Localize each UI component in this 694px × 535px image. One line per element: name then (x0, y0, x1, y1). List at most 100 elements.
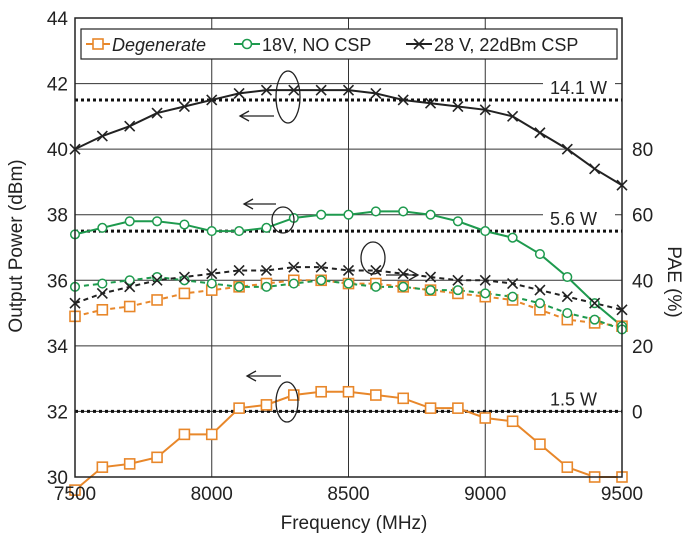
data-point-power (315, 84, 327, 96)
data-point-power (479, 104, 491, 116)
series-pae-line (74, 279, 623, 328)
data-point-power (206, 94, 218, 106)
y-tick-label: 30 (47, 468, 68, 489)
reference-lines: 14.1 W 5.6 W 1.5 W (75, 78, 622, 413)
data-point-power (424, 97, 437, 109)
grid (74, 17, 623, 478)
data-point-power (233, 402, 245, 414)
data-point-power (343, 209, 354, 220)
data-point-power (452, 402, 464, 414)
data-point-power (398, 206, 409, 217)
series-pae-line (74, 266, 623, 311)
reference-line-label: 1.5 W (550, 389, 597, 409)
data-point-power (561, 143, 573, 155)
data-point-pae (425, 285, 436, 296)
y2-tick-label: 60 (632, 206, 653, 227)
data-point-pae (178, 271, 190, 283)
data-point-power (507, 110, 519, 122)
data-point-power (124, 216, 135, 227)
data-point-pae (342, 264, 355, 277)
annotation-arrowhead (238, 110, 250, 122)
data-point-pae (260, 264, 273, 277)
data-point-power (151, 107, 163, 119)
data-point-power (96, 130, 108, 142)
data-point-pae (178, 287, 191, 300)
y-tick-label: 38 (47, 206, 68, 227)
annotation-arrowhead (408, 269, 420, 281)
data-point-pae (424, 271, 437, 283)
reference-line-label: 5.6 W (550, 209, 597, 229)
data-point-power (425, 209, 436, 220)
data-point-power (123, 458, 136, 470)
legend-item-degenerate: Degenerate (86, 35, 206, 55)
plot-frame (74, 17, 623, 478)
y-tick-label: 32 (47, 402, 68, 423)
data-point-pae (452, 274, 464, 286)
data-point-pae (123, 300, 136, 313)
data-point-pae (479, 274, 491, 286)
reference-label-bg (543, 390, 615, 409)
data-point-power (424, 402, 437, 414)
data-point-power (205, 428, 218, 441)
reference-line-label: 14.1 W (550, 78, 607, 98)
data-point-power (370, 389, 382, 401)
data-point-pae (206, 278, 217, 289)
data-point-pae (97, 278, 108, 289)
data-point-power (178, 428, 191, 441)
x-tick-label: 9000 (464, 484, 506, 505)
data-point-pae (507, 277, 519, 290)
data-point-power (534, 127, 546, 139)
y-tick-label: 42 (47, 75, 68, 96)
legend-label: 28 V, 22dBm CSP (434, 35, 578, 55)
data-point-power (370, 87, 382, 99)
data-point-pae (534, 284, 546, 296)
annotation-ellipse (275, 381, 299, 423)
data-point-pae (124, 275, 135, 286)
y2-tick-label: 0 (632, 402, 643, 423)
data-point-pae (589, 314, 600, 325)
data-point-power (589, 163, 601, 175)
data-point-power (233, 87, 245, 99)
data-point-power (69, 484, 81, 496)
data-point-power (179, 219, 190, 230)
data-point-power (206, 226, 217, 237)
x-tick-label: 8500 (327, 484, 369, 505)
data-point-pae (480, 288, 491, 299)
legend-item-28v-22dbm-csp: 28 V, 22dBm CSP (406, 35, 578, 55)
y-tick-label: 36 (47, 271, 68, 292)
circle-marker-icon (241, 38, 253, 50)
data-point-power (288, 84, 300, 96)
annotation-arrowhead (245, 370, 257, 382)
data-point-pae (370, 281, 381, 292)
data-point-power (452, 216, 463, 227)
legend-label: 18V, NO CSP (262, 35, 371, 55)
data-point-power (534, 249, 546, 260)
data-point-power (479, 412, 492, 424)
y2-tick-label: 20 (632, 337, 653, 358)
annotation-ellipse (271, 206, 295, 234)
series-markers (69, 84, 628, 496)
data-point-pae (151, 274, 163, 286)
data-point-power (397, 392, 410, 405)
y-tick-label: 44 (47, 9, 69, 30)
data-point-power (234, 226, 245, 237)
data-point-pae (589, 297, 601, 309)
data-point-power (261, 222, 272, 233)
data-point-pae (124, 281, 136, 293)
data-point-power (342, 385, 355, 398)
annotation-ellipse (275, 70, 301, 124)
data-point-pae (397, 268, 409, 280)
data-point-power (480, 226, 491, 237)
data-point-pae (534, 298, 546, 309)
data-point-pae (151, 294, 163, 306)
y-tick-label: 40 (47, 140, 68, 161)
annotations (238, 70, 420, 423)
legend: Degenerate 18V, NO CSP 28 V, 22dBm CSP (80, 28, 618, 60)
data-point-power (562, 271, 573, 283)
data-point-pae (316, 275, 327, 286)
legend-label: Degenerate (112, 35, 206, 55)
data-point-pae (561, 291, 573, 303)
data-point-power (124, 120, 136, 132)
data-point-power (96, 461, 109, 473)
